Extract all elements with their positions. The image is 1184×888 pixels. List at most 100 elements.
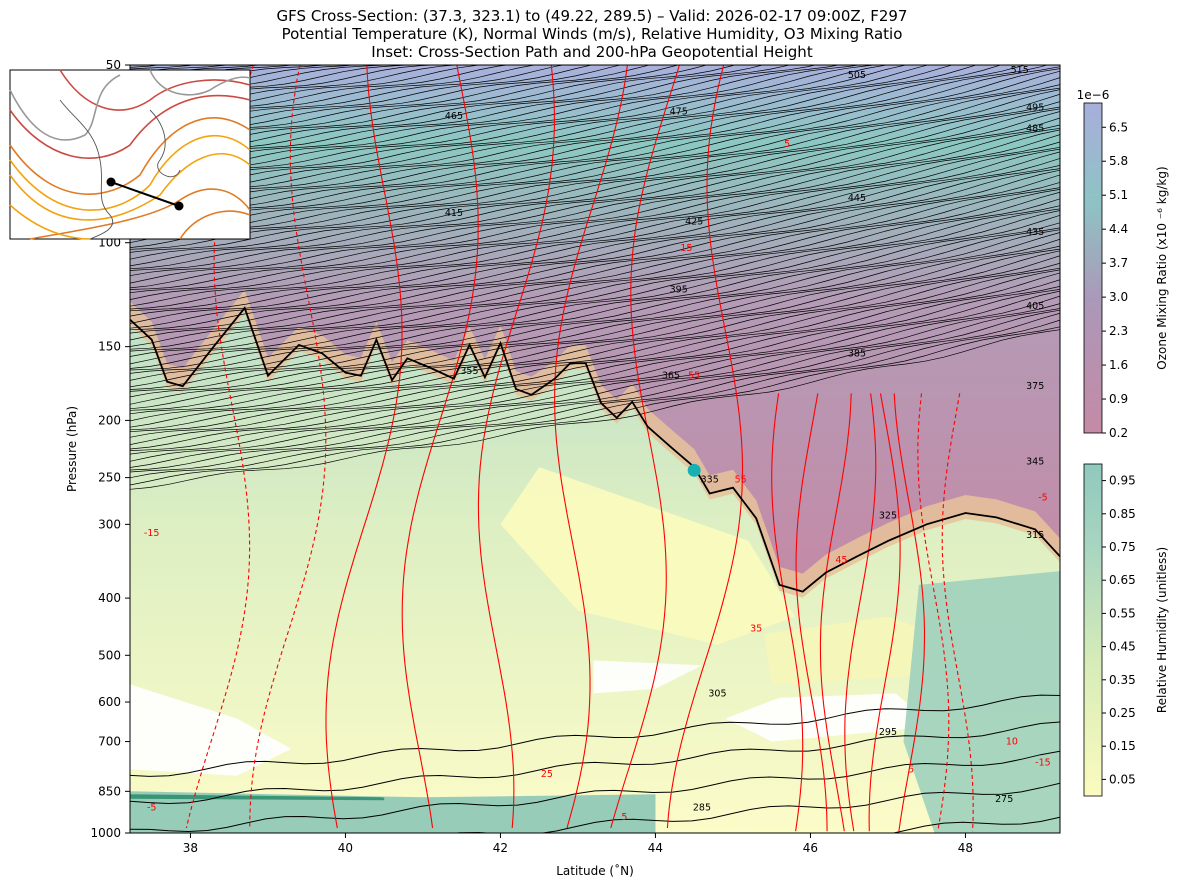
theta-contour — [130, 65, 1026, 213]
colorbar-tick-label: 6.5 — [1109, 120, 1128, 134]
theta-contours — [130, 65, 1060, 833]
theta-contour — [130, 214, 1060, 374]
colorbar-tick-label: 0.25 — [1109, 706, 1136, 720]
theta-contour — [130, 65, 195, 70]
title-line-1: GFS Cross-Section: (37.3, 323.1) to (49.… — [276, 7, 908, 25]
rh-patches — [130, 467, 1060, 833]
theta-contour — [130, 65, 978, 208]
theta-contour — [130, 290, 1060, 451]
theta-label: 335 — [701, 475, 719, 486]
theta-label: 285 — [693, 802, 711, 813]
theta-contour — [130, 721, 1060, 805]
theta-contour — [130, 208, 1060, 369]
inset-contour — [9, 153, 251, 221]
wind-label: 5 — [784, 139, 790, 150]
y-tick-label: 300 — [98, 517, 121, 531]
colorbar-tick-label: 0.45 — [1109, 640, 1136, 654]
theta-contour — [130, 158, 1060, 317]
theta-label: 405 — [1026, 301, 1044, 312]
theta-label: 375 — [1026, 381, 1044, 392]
theta-labels: 5155054954854754654454354254154053953853… — [445, 65, 1044, 813]
colorbar-tick-label: 0.95 — [1109, 474, 1136, 488]
wind-contour — [941, 393, 974, 832]
wind-label: 35 — [750, 623, 762, 634]
theta-contour — [130, 174, 1060, 334]
theta-contour — [130, 129, 1060, 290]
plot-frame — [129, 64, 1061, 834]
theta-contour — [130, 127, 1060, 289]
theta-contour — [452, 782, 1060, 833]
theta-contour — [130, 65, 908, 191]
theta-contour — [130, 750, 1060, 833]
theta-contour — [130, 146, 1060, 307]
title-line-2: Potential Temperature (K), Normal Winds … — [281, 25, 903, 43]
inset-contour — [9, 117, 251, 195]
wind-contours — [185, 65, 974, 832]
wind-contour — [325, 65, 403, 829]
colorbar-tick-label: 5.8 — [1109, 154, 1128, 168]
y-tick-label: 150 — [98, 340, 121, 354]
theta-contour — [130, 198, 1060, 357]
rh-colorbar-label: Relative Humidity (unitless) — [1155, 547, 1169, 713]
stratosphere-ozone-fill — [130, 65, 1060, 592]
rh-patch — [903, 571, 1060, 833]
inset-contour — [9, 74, 121, 141]
wind-label: 5 — [908, 764, 914, 775]
colorbar-tick-label: 5.1 — [1109, 188, 1128, 202]
theta-contour — [891, 816, 1060, 833]
theta-contour — [130, 65, 791, 168]
theta-contour — [130, 141, 1060, 300]
theta-contour — [130, 229, 1060, 390]
theta-contour — [130, 65, 1049, 220]
theta-contour — [130, 189, 1060, 350]
theta-contour — [130, 248, 1060, 410]
theta-contour — [130, 89, 1060, 250]
theta-contour — [130, 222, 1060, 381]
theta-contour — [130, 165, 1060, 324]
wind-contour — [666, 65, 744, 829]
x-tick-label: 40 — [338, 841, 353, 855]
theta-contour — [130, 93, 1060, 253]
ozone-offset-text: 1e−6 — [1077, 88, 1110, 102]
theta-contour — [130, 65, 817, 170]
theta-contour — [130, 289, 1060, 450]
theta-label: 465 — [445, 111, 463, 122]
theta-label: 495 — [1026, 102, 1044, 113]
ozone-colorbar-label: Ozone Mixing Ratio (x10 ⁻⁶ kg/kg) — [1155, 166, 1169, 369]
theta-contour — [130, 108, 1060, 270]
theta-contour — [130, 65, 1002, 210]
rh-patch — [130, 794, 385, 801]
wind-contour — [868, 393, 901, 832]
theta-contour — [130, 308, 1060, 468]
theta-contour — [130, 182, 1060, 341]
colorbar-tick-label: 0.75 — [1109, 540, 1136, 554]
theta-contour — [130, 65, 841, 173]
theta-contour — [130, 309, 1060, 471]
wind-contour — [610, 65, 680, 829]
inset-contour — [149, 69, 251, 96]
y-tick-label: 200 — [98, 413, 121, 427]
title-line-3: Inset: Cross-Section Path and 200-hPa Ge… — [371, 43, 813, 61]
theta-contour — [130, 148, 1060, 310]
theta-contour — [130, 65, 161, 68]
theta-contour — [130, 65, 878, 186]
theta-contour — [130, 117, 1060, 277]
colorbar-tick-label: 0.35 — [1109, 673, 1136, 687]
y-tick-label: 250 — [98, 471, 121, 485]
colorbar-tick-label: 0.55 — [1109, 606, 1136, 620]
theta-contour — [130, 84, 1060, 244]
inset-path-end — [174, 201, 184, 211]
theta-contour — [130, 227, 1060, 388]
inset-path-line — [110, 181, 180, 207]
colorbar-tick-label: 0.85 — [1109, 507, 1136, 521]
theta-label: 385 — [848, 348, 866, 359]
theta-contour — [130, 66, 1060, 226]
theta-contour — [130, 65, 862, 179]
theta-contour — [130, 250, 1060, 411]
y-tick-label: 500 — [98, 648, 121, 662]
inset-contour — [179, 210, 251, 240]
x-tick-label: 38 — [183, 841, 198, 855]
y-tick-label: 400 — [98, 591, 121, 605]
inset-coastline — [59, 99, 113, 240]
theta-contour — [130, 187, 1060, 347]
